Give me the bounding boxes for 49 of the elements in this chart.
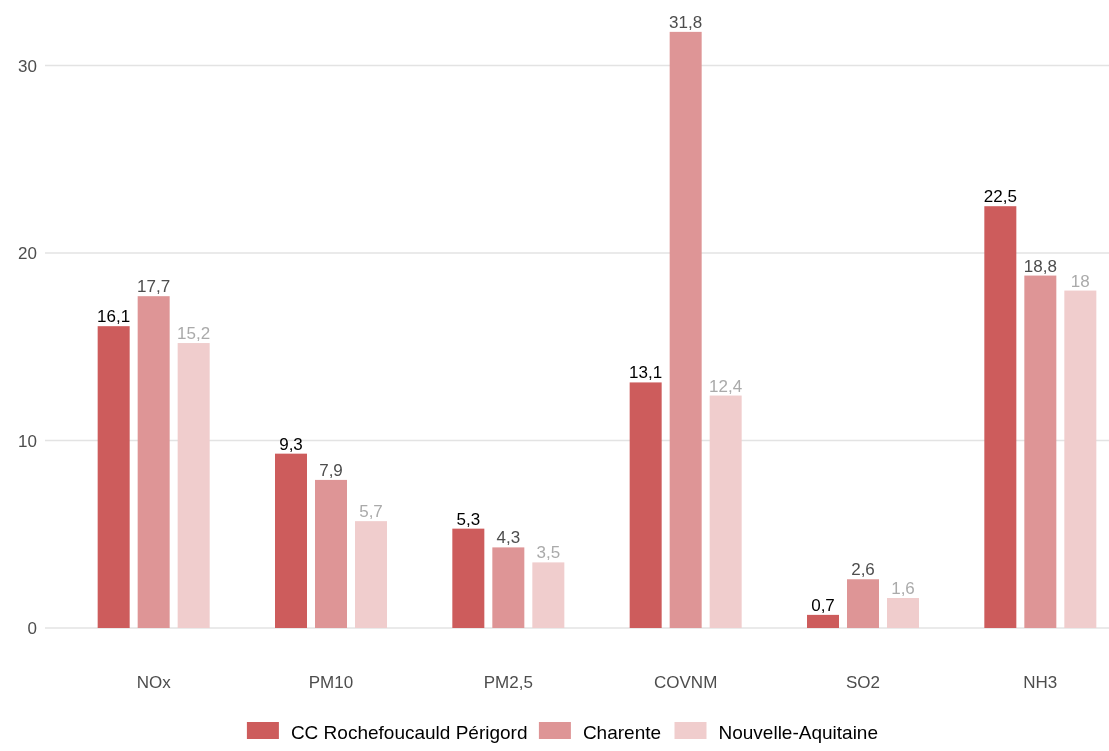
bar <box>137 296 170 628</box>
y-tick-label: 10 <box>18 431 37 451</box>
data-label: 5,3 <box>456 509 481 529</box>
bar <box>1064 290 1097 628</box>
bar <box>492 547 525 628</box>
data-label: 22,5 <box>983 187 1017 207</box>
data-label: 2,6 <box>851 560 875 580</box>
bar <box>629 382 662 628</box>
y-tick-label: 20 <box>18 244 37 264</box>
bar <box>847 579 879 628</box>
data-label: 15,2 <box>177 324 211 344</box>
data-label: 13,1 <box>629 363 663 383</box>
bar <box>275 453 307 628</box>
data-label: 16,1 <box>97 307 131 327</box>
legend-label: Charente <box>582 722 662 743</box>
data-label: 18 <box>1070 271 1090 291</box>
legend-label: Nouvelle-Aquitaine <box>718 722 878 743</box>
data-label: 3,5 <box>536 543 561 563</box>
bar <box>97 326 130 628</box>
x-tick-label: NH3 <box>1023 673 1058 692</box>
data-label: 5,7 <box>359 502 383 522</box>
data-label: 17,7 <box>137 277 171 297</box>
x-tick-label: PM10 <box>308 673 354 692</box>
bar <box>315 479 347 628</box>
data-label: 9,3 <box>279 434 303 454</box>
bar <box>355 521 387 628</box>
bar <box>709 395 742 628</box>
data-label: 4,3 <box>496 528 521 548</box>
x-tick-label: COVNM <box>654 673 718 692</box>
y-tick-label: 30 <box>18 56 37 76</box>
bar <box>532 562 565 628</box>
data-label: 0,7 <box>811 595 835 615</box>
bar <box>1024 275 1057 628</box>
x-tick-label: NOx <box>136 673 172 692</box>
data-label: 1,6 <box>891 579 915 599</box>
data-label: 18,8 <box>1023 256 1057 276</box>
bar <box>807 614 839 628</box>
y-tick-label: 0 <box>27 619 37 638</box>
bar <box>452 528 485 628</box>
x-tick-label: SO2 <box>845 673 881 692</box>
bar <box>984 206 1017 628</box>
data-label: 31,8 <box>669 12 703 32</box>
data-label: 12,4 <box>709 376 743 396</box>
x-tick-label: PM2,5 <box>483 673 533 692</box>
legend-label: CC Rochefoucauld Périgord <box>290 722 528 743</box>
data-label: 7,9 <box>319 460 343 480</box>
bar <box>669 31 702 628</box>
bar <box>887 598 919 628</box>
bar <box>177 343 210 628</box>
